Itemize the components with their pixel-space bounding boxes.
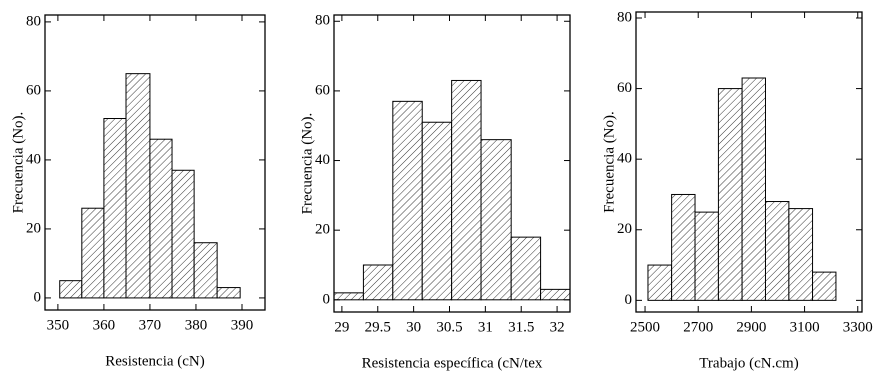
bar (193, 242, 218, 299)
y-tick-label: 80 (315, 13, 330, 29)
bar (451, 79, 482, 301)
x-axis-label: Trabajo (cN.cm) (699, 355, 798, 371)
y-tick-label: 40 (26, 151, 41, 167)
y-axis-label: Frecuencia (No). (299, 113, 315, 215)
y-tick-label: 0 (625, 292, 633, 308)
bar (362, 264, 394, 301)
bar (540, 288, 571, 301)
x-tick-label: 380 (185, 317, 208, 333)
y-tick-label: 80 (26, 13, 41, 29)
bar (647, 264, 673, 301)
y-tick-label: 0 (34, 289, 42, 305)
bar (421, 121, 453, 301)
x-tick-label: 29.5 (365, 319, 391, 335)
bar (717, 88, 743, 301)
y-axis-label: Frecuencia (No). (601, 111, 617, 213)
x-tick-label: 2700 (683, 319, 713, 335)
x-tick-label: 3300 (843, 319, 873, 335)
x-tick-label: 30 (406, 319, 421, 335)
x-tick-label: 29 (334, 319, 349, 335)
plot-frame (333, 14, 571, 313)
y-tick-label: 20 (26, 220, 41, 236)
bar (103, 118, 127, 299)
bar (480, 139, 512, 301)
x-axis-label: Resistencia (cN) (105, 353, 205, 369)
x-tick-label: 32 (550, 319, 565, 335)
bar (81, 207, 105, 299)
x-tick-label: 30.5 (436, 319, 462, 335)
x-tick-label: 2900 (736, 319, 766, 335)
plot-frame (44, 14, 266, 311)
bar (812, 271, 837, 301)
x-tick-label: 31.5 (508, 319, 534, 335)
y-tick-label: 20 (315, 222, 330, 238)
y-tick-label: 40 (315, 152, 330, 168)
bar (741, 77, 766, 301)
bar (788, 208, 814, 301)
x-tick-label: 390 (231, 317, 254, 333)
bar (510, 236, 542, 301)
y-tick-label: 20 (617, 221, 632, 237)
bar (694, 211, 719, 301)
x-tick-label: 3100 (790, 319, 820, 335)
bar (671, 193, 696, 301)
y-tick-label: 60 (26, 82, 41, 98)
y-tick-label: 60 (315, 82, 330, 98)
y-tick-label: 0 (323, 291, 331, 307)
bar (333, 292, 364, 301)
bar (171, 169, 195, 299)
bar (392, 100, 423, 301)
x-tick-label: 370 (139, 317, 162, 333)
x-tick-label: 350 (47, 317, 70, 333)
bar (125, 73, 151, 299)
x-tick-label: 360 (93, 317, 116, 333)
plot-frame (635, 11, 863, 313)
y-tick-label: 80 (617, 9, 632, 25)
y-tick-label: 40 (617, 151, 632, 167)
bar (216, 287, 241, 299)
x-tick-label: 31 (478, 319, 493, 335)
x-axis-label: Resistencia específica (cN/tex (362, 355, 543, 371)
bar (149, 138, 173, 299)
y-tick-label: 60 (617, 80, 632, 96)
x-tick-label: 2500 (630, 319, 660, 335)
bar (59, 280, 83, 299)
bar (764, 201, 790, 301)
y-axis-label: Frecuencia (No). (10, 112, 26, 214)
